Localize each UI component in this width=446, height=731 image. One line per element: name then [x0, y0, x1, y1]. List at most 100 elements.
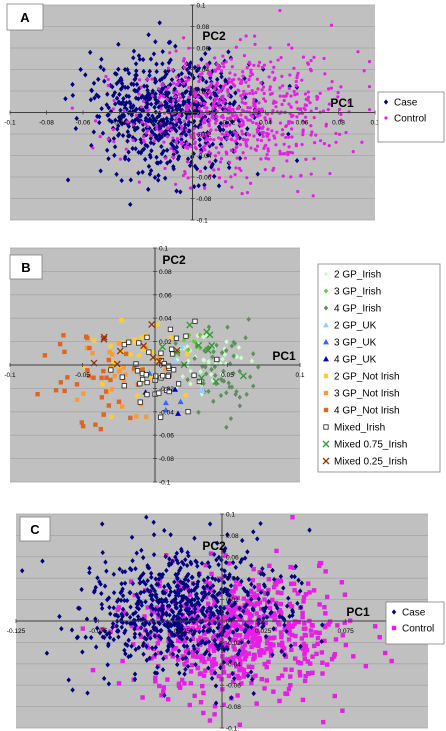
- point-control: [147, 633, 152, 638]
- point-case: [153, 118, 158, 124]
- point-control: [232, 595, 237, 600]
- point-case: [240, 537, 245, 544]
- point-control: [279, 640, 285, 645]
- y-tick-label: -0.08: [226, 704, 241, 711]
- y-tick-label: 0.08: [159, 269, 172, 276]
- point-control: [159, 93, 163, 97]
- point-control: [165, 677, 170, 682]
- point-control: [182, 36, 186, 40]
- point-control: [351, 654, 356, 659]
- point-case: [173, 110, 179, 117]
- point-case: [162, 692, 167, 699]
- point-control: [250, 664, 255, 670]
- point-4-gp-irish: [226, 380, 231, 386]
- point-case: [178, 119, 183, 126]
- point-case: [125, 129, 131, 135]
- point-case: [205, 560, 211, 566]
- point-case: [143, 599, 148, 605]
- point-control: [329, 23, 334, 27]
- point-control: [215, 118, 219, 122]
- point-control: [182, 65, 187, 69]
- point-control: [266, 127, 270, 131]
- point-case: [157, 113, 162, 119]
- point-control: [294, 79, 298, 84]
- point-case: [87, 49, 93, 55]
- point-case: [179, 77, 184, 83]
- point-control: [187, 629, 193, 635]
- point-case: [182, 585, 187, 592]
- point-case: [78, 66, 83, 73]
- point-control: [285, 92, 289, 96]
- point-control: [244, 92, 249, 96]
- point-control: [214, 636, 220, 641]
- point-control: [207, 581, 212, 586]
- point-case: [65, 177, 71, 183]
- point-control: [266, 659, 271, 665]
- point-case: [149, 612, 154, 618]
- point-control: [274, 100, 278, 104]
- point-case: [70, 81, 75, 88]
- point-case: [121, 96, 126, 102]
- x-tick-label: 0.075: [337, 628, 354, 635]
- point-case: [264, 614, 270, 620]
- point-control: [98, 135, 102, 139]
- point-case: [102, 583, 108, 589]
- point-control: [241, 132, 245, 136]
- point-case: [126, 123, 131, 129]
- x-tick-label: 0.05: [221, 372, 234, 379]
- point-control: [264, 640, 270, 646]
- point-control: [283, 152, 287, 156]
- panel-label: B: [21, 260, 30, 275]
- point-case: [171, 124, 176, 130]
- point-control: [290, 121, 295, 125]
- point-control: [259, 138, 264, 143]
- point-control: [232, 83, 236, 87]
- point-control: [339, 112, 343, 116]
- point-case: [133, 126, 139, 132]
- point-case: [216, 562, 221, 568]
- point-case: [91, 129, 97, 135]
- point-case: [207, 627, 213, 633]
- point-control: [338, 132, 342, 136]
- point-control: [237, 77, 241, 81]
- point-control: [317, 602, 322, 607]
- point-case: [122, 156, 128, 162]
- point-mixed-irish: [121, 383, 127, 389]
- point-case: [183, 89, 188, 96]
- point-case: [199, 560, 205, 566]
- point-4-gp-irish: [203, 364, 208, 370]
- point-case: [184, 88, 189, 94]
- point-control: [164, 156, 168, 160]
- legend-marker: [323, 424, 329, 430]
- point-case: [102, 78, 107, 84]
- point-control: [327, 143, 331, 148]
- point-case: [110, 84, 115, 90]
- point-control: [226, 133, 231, 137]
- point-control: [222, 65, 226, 69]
- point-control: [196, 64, 200, 68]
- point-2-gp-not-irish: [117, 366, 123, 371]
- point-control: [302, 632, 308, 638]
- point-control: [157, 683, 162, 689]
- point-case: [159, 596, 164, 603]
- point-case: [185, 583, 190, 589]
- point-case: [114, 598, 120, 605]
- point-case: [118, 86, 124, 92]
- point-case: [261, 582, 267, 588]
- legend-marker: [384, 116, 388, 120]
- point-control: [276, 642, 282, 648]
- point-case: [127, 99, 132, 105]
- point-case: [127, 589, 132, 596]
- y-tick-label: -0.08: [197, 196, 212, 203]
- point-control: [174, 119, 179, 123]
- point-case: [170, 609, 176, 615]
- legend-entry: 4 GP_Irish: [334, 304, 381, 315]
- point-control: [155, 124, 159, 128]
- point-control: [209, 128, 213, 132]
- point-2-gp-not-irish: [91, 338, 97, 343]
- point-control: [251, 120, 255, 125]
- point-2-gp-irish: [208, 371, 214, 378]
- point-2-gp-irish: [236, 344, 242, 351]
- point-control: [188, 669, 194, 674]
- point-control: [120, 658, 125, 664]
